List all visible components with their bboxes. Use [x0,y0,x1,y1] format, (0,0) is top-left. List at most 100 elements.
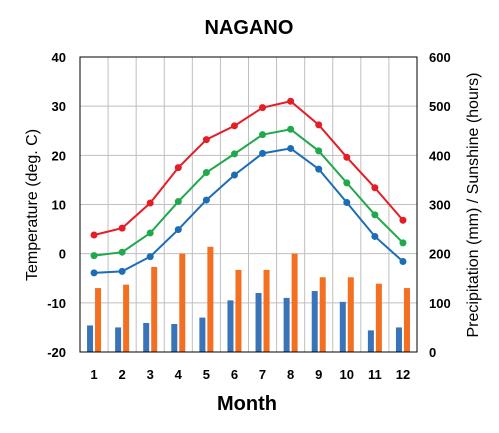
x-tick-label: 7 [259,367,266,382]
bar-2 [179,253,186,352]
series-point-1 [399,216,407,224]
bar-1 [367,330,374,352]
right-y-tick-label: 600 [429,50,451,65]
series-point-2 [343,179,351,187]
chart-title: NAGANO [205,17,294,39]
series-point-3 [230,171,238,179]
bar-1 [283,297,290,352]
right-y-axis-label: Precipitation (mm) / Sunshine (hours) [465,73,482,338]
right-y-tick-label: 300 [429,198,451,213]
left-y-tick-label: 30 [52,99,66,114]
series-point-1 [90,231,98,239]
x-tick-label: 4 [175,367,183,382]
series-point-1 [315,121,323,129]
series-point-2 [371,211,379,219]
right-y-tick-label: 500 [429,99,451,114]
series-line-2 [93,128,404,257]
series-point-1 [202,136,210,144]
bar-1 [227,300,234,352]
left-y-tick-labels: -20 -10 0 10 20 30 40 [47,50,66,360]
x-tick-label: 1 [90,367,97,382]
x-tick-label: 9 [315,367,322,382]
x-tick-label: 3 [147,367,154,382]
series-point-3 [315,165,323,173]
right-y-tick-label: 200 [429,247,451,262]
bar-1 [143,322,150,352]
bar-2 [123,284,130,352]
x-tick-label: 11 [368,367,382,382]
series-point-2 [259,131,267,139]
bar-2 [151,266,158,352]
series-point-3 [118,267,126,275]
bar-2 [207,246,214,352]
x-tick-label: 6 [231,367,238,382]
series-point-3 [371,232,379,240]
bar-1 [311,291,318,352]
series-point-2 [230,150,238,158]
right-y-tick-label: 0 [429,345,436,360]
line-series-group [90,97,407,277]
bar-1 [255,293,262,352]
left-y-tick-label: 40 [52,50,66,65]
series-point-2 [202,169,210,177]
series-point-1 [371,184,379,192]
plot-frame [79,56,418,353]
left-y-tick-label: -10 [47,296,66,311]
series-point-1 [287,97,295,105]
bar-1 [395,327,402,352]
bar-2 [347,277,354,352]
series-point-2 [287,125,295,133]
x-tick-labels: 1 2 3 4 5 6 7 8 9 10 11 12 [90,367,410,382]
left-y-axis-label: Temperature (deg. C) [24,129,41,281]
x-tick-label: 2 [119,367,126,382]
x-tick-label: 10 [340,367,354,382]
bar-1 [171,323,178,352]
series-point-3 [146,253,154,261]
series-point-1 [259,104,267,112]
series-point-1 [343,153,351,161]
series-point-3 [259,149,267,157]
series-point-2 [146,229,154,237]
right-y-tick-label: 100 [429,296,451,311]
series-point-1 [230,122,238,130]
bar-1 [115,327,122,352]
series-line-3 [93,147,404,274]
left-y-tick-label: -20 [47,345,66,360]
series-point-3 [90,269,98,277]
left-y-tick-label: 20 [52,148,66,163]
x-tick-label: 12 [396,367,410,382]
series-point-2 [174,198,182,206]
bar-2 [319,277,326,352]
right-y-tick-label: 400 [429,148,451,163]
x-tick-label: 5 [203,367,210,382]
series-point-2 [399,239,407,247]
bar-2 [291,253,298,352]
series-point-3 [174,226,182,234]
bar-1 [339,301,346,352]
x-tick-label: 8 [287,367,294,382]
bar-series-group [87,246,410,352]
bar-2 [235,269,242,352]
left-y-tick-label: 0 [59,247,66,262]
series-point-1 [118,224,126,232]
x-axis-label: Month [217,393,277,415]
bar-2 [375,283,382,352]
series-point-2 [90,252,98,260]
series-point-1 [174,164,182,172]
left-y-tick-label: 10 [52,198,66,213]
bar-2 [95,288,102,352]
bar-2 [403,288,410,352]
bar-2 [263,269,270,352]
series-point-3 [343,199,351,207]
series-point-3 [287,144,295,152]
series-point-3 [399,258,407,266]
bar-1 [199,317,206,352]
series-point-1 [146,199,154,207]
right-y-tick-labels: 0 100 200 300 400 500 600 [429,50,451,360]
series-point-2 [315,147,323,155]
series-line-1 [93,100,404,236]
bar-1 [87,325,94,352]
series-point-3 [202,196,210,204]
